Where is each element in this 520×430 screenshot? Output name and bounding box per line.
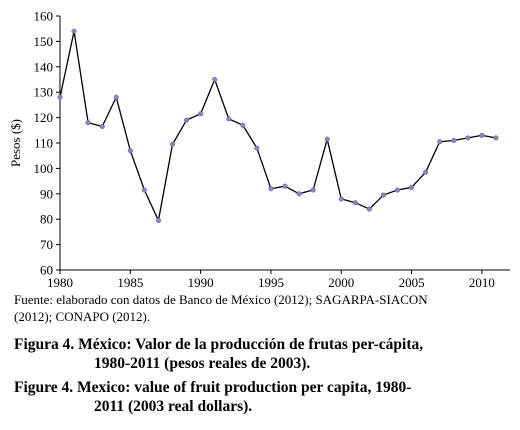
data-point: [226, 116, 232, 122]
y-tick-label: 160: [34, 9, 54, 24]
data-point: [184, 117, 190, 123]
x-tick-label: 1995: [258, 275, 284, 290]
x-axis-ticks: 1980 1985 1990 1995 2000 2005 2010: [47, 270, 495, 290]
data-point: [409, 184, 415, 190]
y-tick-label: 130: [34, 85, 54, 100]
data-point: [296, 191, 302, 197]
data-point: [423, 169, 429, 175]
x-tick-label: 2000: [328, 275, 354, 290]
data-point: [465, 135, 471, 141]
data-point: [437, 139, 443, 145]
y-tick-label: 140: [34, 59, 54, 74]
data-point: [394, 187, 401, 193]
data-point: [451, 137, 457, 144]
data-point: [71, 28, 77, 34]
x-tick-label: 1990: [188, 275, 214, 290]
data-point: [366, 206, 372, 212]
caption-english: Figure 4. Mexico: value of fruit product…: [14, 378, 514, 416]
y-tick-label: 70: [40, 237, 53, 252]
caption-english-line-1: Figure 4. Mexico: value of fruit product…: [14, 379, 412, 396]
x-tick-label: 1985: [117, 275, 143, 290]
data-point: [282, 183, 288, 189]
data-point: [310, 187, 316, 193]
data-point: [169, 141, 176, 147]
caption-spanish: Figura 4. México: Valor de la producción…: [14, 335, 514, 373]
x-tick-label: 2005: [399, 275, 425, 290]
chart-axes: [59, 16, 510, 271]
y-tick-label: 90: [40, 186, 53, 201]
y-tick-label: 100: [34, 161, 54, 176]
data-point: [212, 76, 218, 83]
data-point: [85, 120, 91, 126]
data-point: [141, 187, 147, 193]
y-axis-label: Pesos ($): [8, 119, 23, 167]
data-point: [268, 186, 274, 192]
y-tick-label: 60: [40, 263, 53, 278]
data-point: [113, 94, 119, 100]
caption-spanish-line-2: 1980-2011 (pesos reales de 2003).: [94, 355, 311, 372]
data-point: [155, 217, 161, 224]
x-tick-label: 2010: [469, 275, 495, 290]
x-tick-label: 1980: [47, 275, 73, 290]
data-series: [57, 28, 499, 224]
source-line-2: (2012); CONAPO (2012).: [14, 309, 151, 324]
y-tick-label: 110: [34, 136, 53, 151]
source-note: Fuente: elaborado con datos de Banco de …: [14, 291, 514, 325]
data-point: [99, 123, 105, 130]
caption-spanish-line-1: Figura 4. México: Valor de la producción…: [14, 336, 424, 353]
series-line: [59, 30, 497, 222]
data-point: [57, 94, 63, 100]
y-tick-label: 150: [34, 34, 54, 49]
y-tick-label: 80: [40, 212, 53, 227]
data-point: [127, 148, 133, 154]
data-point: [254, 145, 260, 151]
data-point: [380, 192, 386, 198]
source-line-1: Fuente: elaborado con datos de Banco de …: [14, 292, 428, 307]
y-tick-label: 120: [34, 110, 54, 125]
data-point: [352, 200, 358, 206]
data-point: [338, 196, 344, 202]
data-point: [324, 136, 330, 142]
data-point: [479, 132, 485, 138]
data-point: [240, 122, 246, 128]
data-point: [493, 135, 499, 141]
data-point: [198, 111, 204, 117]
caption-english-line-2: 2011 (2003 real dollars).: [94, 398, 253, 415]
y-axis-ticks: 60 70 80 90 100 110 120 130 140 150 160: [34, 9, 60, 278]
